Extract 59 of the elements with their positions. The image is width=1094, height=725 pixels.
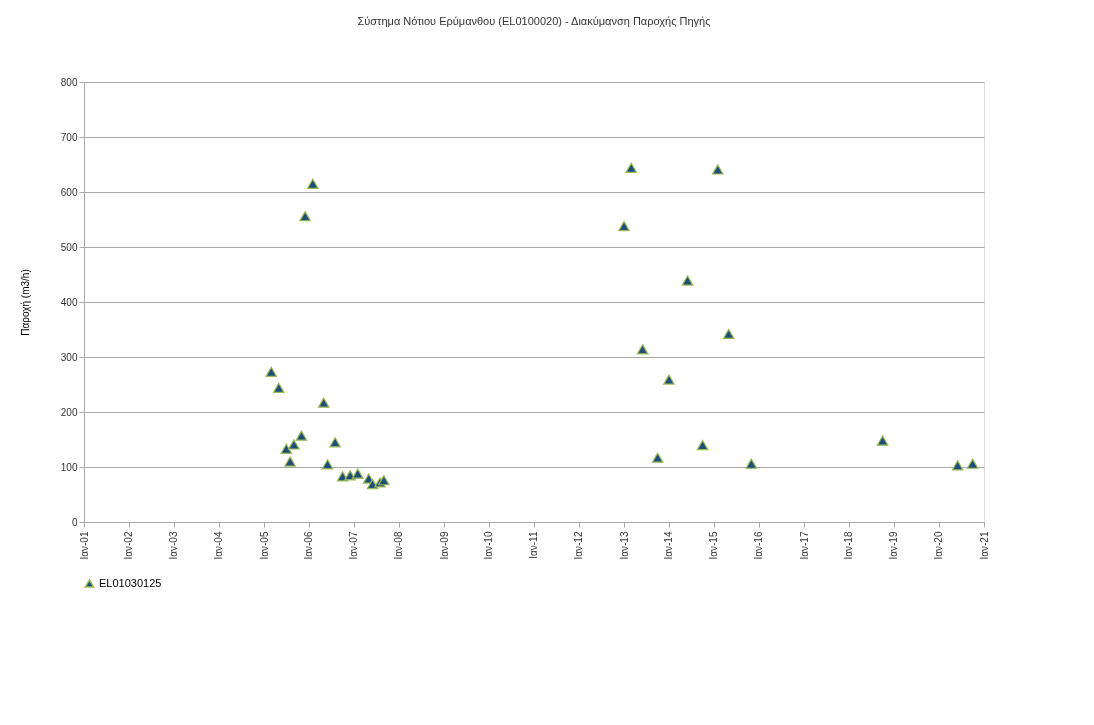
x-tick-label: Ιαν-10 <box>483 531 495 560</box>
x-tick-label: Ιαν-04 <box>213 531 225 560</box>
point <box>722 328 735 340</box>
point <box>663 374 675 385</box>
legend-label: EL01030125 <box>99 576 162 589</box>
y-tick-label: 400 <box>60 296 78 308</box>
x-tick-label: Ιαν-12 <box>573 531 585 560</box>
y-tick-label: 0 <box>71 516 78 528</box>
x-tick-label: Ιαν-17 <box>798 531 810 560</box>
point <box>711 164 724 175</box>
y-tick-label: 300 <box>60 351 78 363</box>
point <box>651 452 664 463</box>
y-tick-label: 800 <box>60 76 78 88</box>
point <box>299 211 311 222</box>
y-tick-label: 100 <box>60 461 78 473</box>
point <box>280 443 293 454</box>
point <box>321 459 334 470</box>
x-tick-label: Ιαν-07 <box>348 531 360 560</box>
point <box>681 275 694 286</box>
point <box>265 366 278 377</box>
x-tick-label: Ιαν-08 <box>393 531 405 560</box>
point <box>329 437 341 448</box>
x-tick-label: Ιαν-19 <box>888 531 900 560</box>
point <box>966 458 979 469</box>
x-tick-label: Ιαν-14 <box>663 531 675 560</box>
y-axis-title: Παροχή (m3/h) <box>19 269 31 336</box>
point <box>351 468 364 479</box>
x-tick-label: Ιαν-18 <box>843 531 855 560</box>
point <box>295 430 308 441</box>
x-tick-label: Ιαν-13 <box>618 531 630 560</box>
x-tick-label: Ιαν-09 <box>438 531 450 560</box>
x-tick-label: Ιαν-05 <box>258 531 270 560</box>
point <box>306 178 319 189</box>
point <box>951 460 964 471</box>
point <box>636 344 649 355</box>
x-tick-label: Ιαν-15 <box>708 531 720 560</box>
x-tick-label: Ιαν-06 <box>303 531 315 560</box>
x-tick-label: Ιαν-02 <box>123 531 135 560</box>
y-tick-label: 600 <box>60 186 78 198</box>
x-tick-label: Ιαν-16 <box>753 531 765 560</box>
point <box>378 475 390 486</box>
point <box>745 458 758 469</box>
point <box>876 435 889 446</box>
point <box>272 382 285 393</box>
y-tick-label: 500 <box>60 241 78 253</box>
y-tick-label: 700 <box>60 131 78 143</box>
x-tick-label: Ιαν-03 <box>168 531 180 560</box>
point <box>625 162 638 173</box>
point <box>288 439 300 450</box>
x-tick-label: Ιαν-21 <box>978 531 990 560</box>
point <box>618 220 630 232</box>
y-tick-label: 200 <box>60 406 78 418</box>
point <box>284 456 296 467</box>
point <box>317 397 330 408</box>
point <box>696 439 709 451</box>
x-tick-label: Ιαν-01 <box>78 531 90 560</box>
x-tick-label: Ιαν-11 <box>528 531 540 559</box>
x-tick-label: Ιαν-20 <box>933 531 945 560</box>
chart-title: Σύστημα Νότιου Ερύμανθου (EL0100020) - Διακύμανση Παροχής Πηγής <box>357 15 711 27</box>
